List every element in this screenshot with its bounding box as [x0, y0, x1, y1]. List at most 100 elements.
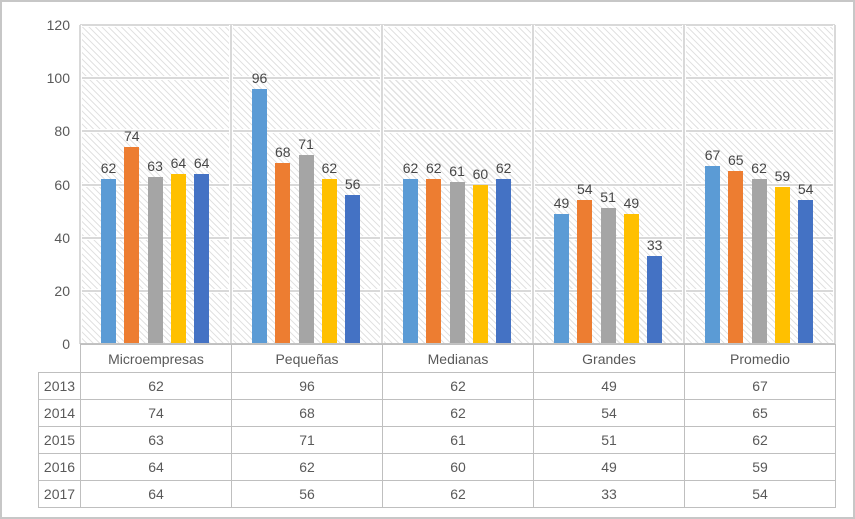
- bar-value-label: 62: [751, 160, 767, 177]
- table-row-2015: 2015 63 71 61 51 62: [38, 426, 836, 454]
- bar-value-label: 59: [774, 168, 791, 185]
- bar-value-label: 62: [402, 160, 419, 177]
- table-value-cell: 33: [533, 480, 685, 508]
- table-row-2017: 2017 64 56 62 33 54: [38, 480, 836, 508]
- vertical-gridline: [79, 25, 81, 344]
- bar-value-label: 62: [321, 160, 338, 177]
- category-header-promedio: Promedio: [684, 344, 836, 373]
- y-axis-tick-label: 60: [54, 176, 70, 193]
- table-value-cell: 62: [80, 372, 232, 400]
- bar-value-label: 51: [600, 189, 616, 206]
- bar-value-label: 62: [495, 160, 512, 177]
- bar-2016-promedio: [774, 187, 790, 344]
- table-value-cell: 74: [80, 399, 232, 427]
- bar-2016-medianas: [472, 184, 488, 344]
- bar-2015-grandes: [600, 208, 616, 344]
- bar-value-label: 74: [124, 128, 140, 145]
- bar-2013-promedio: [705, 165, 720, 344]
- table-value-cell: 63: [80, 426, 232, 454]
- vertical-gridline: [381, 25, 383, 344]
- category-header-microempresas: Microempresas: [80, 344, 232, 373]
- horizontal-gridline: [80, 130, 835, 133]
- table-value-cell: 60: [382, 453, 534, 481]
- y-axis-tick-label: 0: [62, 336, 70, 352]
- year-label: 2014: [38, 399, 81, 427]
- table-value-cell: 51: [533, 426, 685, 454]
- table-value-cell: 67: [684, 372, 836, 400]
- table-value-cell: 96: [231, 372, 383, 400]
- table-row-2013: 2013 62 96 62 49 67: [38, 372, 836, 400]
- table-value-cell: 62: [231, 453, 383, 481]
- y-axis-tick-label: 40: [54, 229, 70, 246]
- horizontal-gridline: [80, 77, 835, 80]
- bar-value-label: 64: [193, 154, 210, 171]
- bar-2013-grandes: [554, 213, 569, 344]
- table-value-cell: 49: [533, 372, 685, 400]
- year-label: 2013: [38, 372, 81, 400]
- table-value-cell: 49: [533, 453, 685, 481]
- bar-value-label: 68: [275, 144, 291, 161]
- data-table: Microempresas Pequeñas Medianas Grandes Prom…: [38, 344, 836, 508]
- table-value-cell: 68: [231, 399, 383, 427]
- bar-value-label: 60: [472, 165, 489, 182]
- bar-2017-grandes: [647, 256, 663, 344]
- table-value-cell: 62: [382, 372, 534, 400]
- table-value-cell: 56: [231, 480, 383, 508]
- y-axis-tick-label: 100: [46, 70, 70, 87]
- vertical-gridline: [834, 25, 836, 344]
- bar-2015-promedio: [751, 179, 767, 344]
- bar-value-label: 62: [100, 160, 117, 177]
- bar-value-label: 54: [577, 181, 593, 198]
- bar-2014-pequeñas: [275, 163, 291, 344]
- table-value-cell: 62: [684, 426, 836, 454]
- table-value-cell: 61: [382, 426, 534, 454]
- bar-2017-medianas: [496, 179, 512, 344]
- bar-value-label: 65: [728, 152, 744, 169]
- bar-value-label: 54: [797, 181, 814, 198]
- bar-2017-pequeñas: [345, 195, 361, 344]
- bar-2016-pequeñas: [321, 179, 337, 344]
- y-axis-tick-label: 120: [46, 17, 70, 33]
- table-value-cell: 64: [80, 480, 232, 508]
- year-label: 2017: [38, 480, 81, 508]
- category-header-medianas: Medianas: [382, 344, 534, 373]
- vertical-gridline: [532, 25, 534, 344]
- table-value-cell: 64: [80, 453, 232, 481]
- category-header-grandes: Grandes: [533, 344, 685, 373]
- bar-value-label: 49: [553, 194, 570, 211]
- table-value-cell: 71: [231, 426, 383, 454]
- bar-2014-promedio: [728, 171, 744, 344]
- bar-2013-pequeñas: [252, 88, 267, 344]
- bar-2015-microempresas: [147, 176, 163, 344]
- bar-2014-microempresas: [124, 147, 140, 344]
- bar-2017-microempresas: [194, 173, 210, 344]
- y-axis-tick-label: 20: [54, 282, 70, 299]
- horizontal-gridline: [80, 24, 835, 26]
- table-value-cell: 62: [382, 480, 534, 508]
- bar-value-label: 71: [298, 136, 314, 153]
- year-label: 2015: [38, 426, 81, 454]
- table-value-cell: 65: [684, 399, 836, 427]
- bar-value-label: 64: [170, 154, 187, 171]
- table-value-cell: 59: [684, 453, 836, 481]
- bar-value-label: 67: [704, 146, 721, 163]
- bar-value-label: 62: [426, 160, 442, 177]
- bar-2016-microempresas: [170, 173, 186, 344]
- y-axis-tick-label: 80: [54, 123, 70, 140]
- vertical-gridline: [230, 25, 232, 344]
- table-corner-cell: [39, 345, 81, 373]
- bar-2013-medianas: [403, 179, 418, 344]
- vertical-gridline: [683, 25, 685, 344]
- plot-area: 62 74 63 64 64 96 68 71 62 56 62 62 61 60 62 49 54 51 49 33…: [79, 24, 836, 344]
- bar-2017-promedio: [798, 200, 814, 344]
- bar-value-label: 96: [251, 69, 268, 86]
- bar-value-label: 61: [449, 162, 465, 179]
- table-row-2014: 2014 74 68 62 54 65: [38, 399, 836, 427]
- table-value-cell: 54: [684, 480, 836, 508]
- bar-value-label: 33: [646, 237, 663, 254]
- bar-2014-grandes: [577, 200, 593, 344]
- bar-2015-medianas: [449, 181, 465, 344]
- bar-2016-grandes: [623, 213, 639, 344]
- category-header-pequeñas: Pequeñas: [231, 344, 383, 373]
